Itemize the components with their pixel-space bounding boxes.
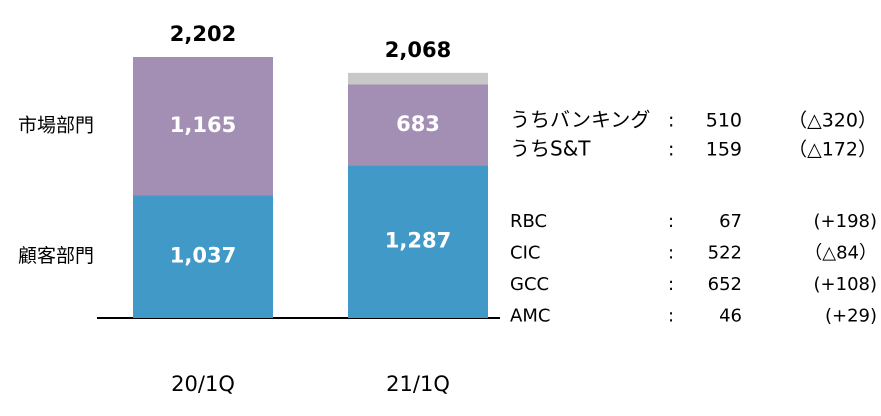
x-tick-label: 21/1Q [386,372,450,396]
series-label: 市場部門 [18,115,94,137]
value-label: 1,037 [170,244,236,268]
bar-segment [348,72,488,85]
annotation-separator: : [668,110,674,132]
annotation-label: RBC [510,211,547,232]
total-label: 2,202 [170,22,236,46]
annotation-value: 67 [719,211,742,232]
annotation-label: うちバンキング [510,108,650,132]
annotation-label: GCC [510,274,549,295]
bar-segment [133,57,273,196]
annotation-value: 46 [719,306,742,327]
bar-segment [133,195,273,318]
annotation-separator: : [668,243,674,264]
annotation-separator: : [668,211,674,232]
annotation-separator: : [668,274,674,295]
annotation-label: CIC [510,243,540,264]
annotation-value: 159 [706,139,742,161]
bar-segment [348,84,488,166]
total-label: 2,068 [385,38,451,62]
value-label: 1,287 [385,229,451,253]
annotation-change: （△84） [804,243,877,264]
value-label: 683 [396,112,440,136]
value-label: 1,165 [170,113,236,137]
annotation-change: （△320） [788,110,877,132]
annotation-value: 652 [708,274,742,295]
annotation-separator: : [668,306,674,327]
annotation-change: (+108) [814,274,877,295]
annotation-change: (+198) [814,211,877,232]
series-label: 顧客部門 [18,245,94,267]
bar-segment [348,165,488,318]
annotation-label: AMC [510,306,550,327]
annotation-change: (+29) [825,306,877,327]
annotation-value: 510 [706,110,742,132]
annotation-label: うちS&T [510,137,591,161]
annotation-change: （△172） [788,139,877,161]
annotation-separator: : [668,139,674,161]
annotation-value: 522 [708,243,742,264]
x-tick-label: 20/1Q [171,372,235,396]
